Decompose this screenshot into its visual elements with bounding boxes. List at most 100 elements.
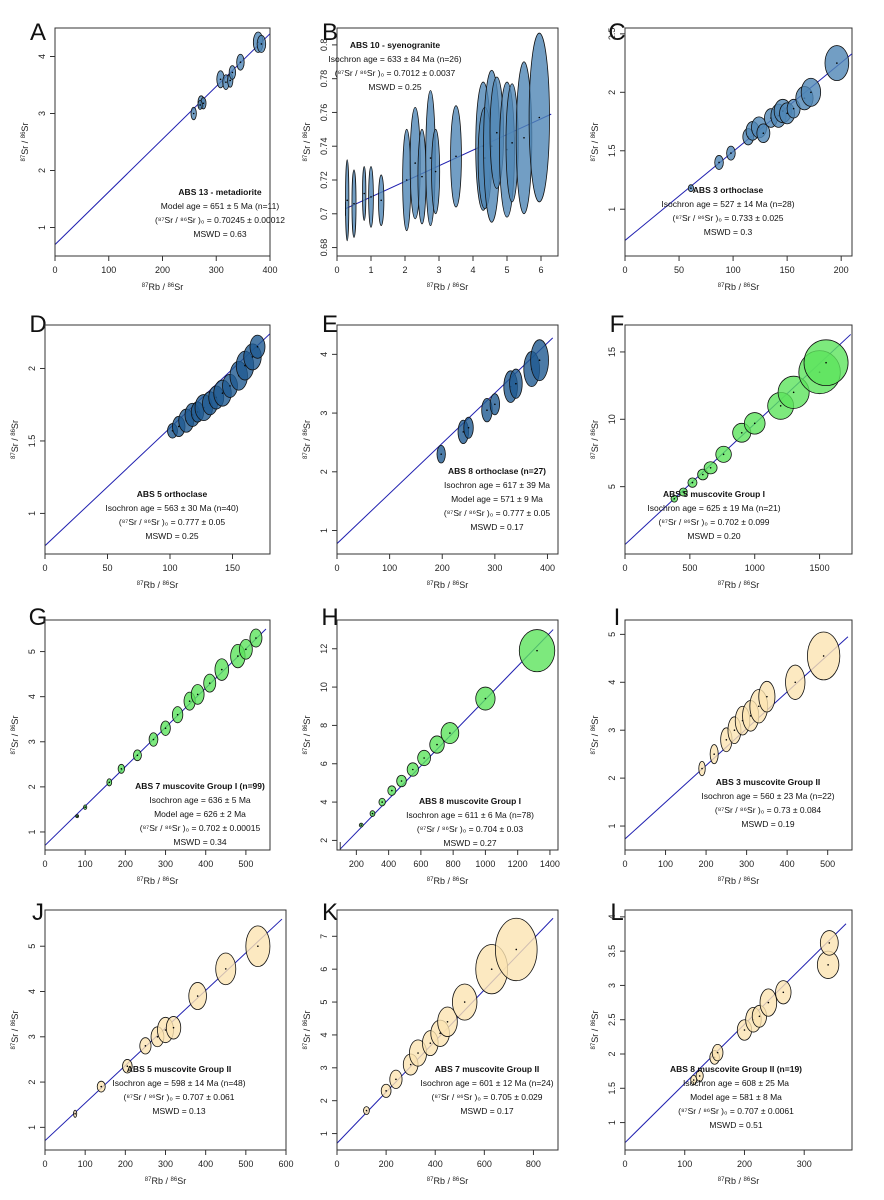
y-tick-label: 2 xyxy=(27,366,37,371)
y-tick-label: 5 xyxy=(607,484,617,489)
data-point xyxy=(220,668,223,671)
x-tick-label: 0 xyxy=(622,563,627,573)
y-tick-label: 4 xyxy=(319,800,329,805)
data-point xyxy=(429,1042,432,1044)
x-tick-label: 400 xyxy=(262,265,277,275)
annotation-line: MSWD = 0.34 xyxy=(173,837,226,847)
annotation-line: Isochron age = 608 ± 25 Ma xyxy=(683,1078,789,1088)
x-axis-label: 87Rb / 86Sr xyxy=(427,876,468,886)
annotation-line: MSWD = 0.3 xyxy=(704,227,753,237)
y-tick-label: 4 xyxy=(27,989,37,994)
panel-L: L 0 100 200 300 1 1.5 2 2.5 3 3.5 4 87Rb / 86Sr 87Sr … xyxy=(590,899,853,1186)
annotation-line: Isochron age = 527 ± 14 Ma (n=28) xyxy=(661,199,794,209)
y-tick-label: 1 xyxy=(27,829,37,834)
y-tick-label: 1 xyxy=(319,528,329,533)
annotation-block: ABS 5 muscovite Group I Isochron age = 62… xyxy=(647,489,780,541)
y-tick-label: 0.68 xyxy=(319,239,329,257)
panel-label: K xyxy=(322,899,338,926)
annotation-line: MSWD = 0.63 xyxy=(193,229,246,239)
panel-G: G 0 100 200 300 400 500 1 2 3 4 5 87Rb / 86Sr 87Sr / … xyxy=(10,604,271,886)
y-axis-label: 87Sr / 86Sr xyxy=(10,716,20,755)
y-tick-label: 0.76 xyxy=(319,104,329,122)
x-tick-label: 200 xyxy=(118,1159,133,1169)
plot-area xyxy=(45,918,283,1148)
y-tick-label: 1.5 xyxy=(607,145,617,158)
x-tick-label: 500 xyxy=(238,1159,253,1169)
x-tick-label: 4 xyxy=(470,265,475,275)
annotation-line: (⁸⁷Sr / ⁸⁶Sr )₀ = 0.7012 ± 0.0037 xyxy=(335,68,456,78)
panel-H: H 200 400 600 800 1000 1200 1400 2 4 6 8 10 12 87Rb / … xyxy=(302,604,560,886)
y-tick-label: 2 xyxy=(607,90,617,95)
data-point xyxy=(690,187,692,189)
y-tick-label: 1 xyxy=(37,225,47,230)
data-point xyxy=(381,801,383,803)
sample-title: ABS 5 muscovite Group II xyxy=(127,1064,231,1074)
x-tick-label: 1400 xyxy=(540,859,560,869)
data-point xyxy=(199,104,201,106)
plot-frame xyxy=(336,27,559,257)
x-tick-label: 1200 xyxy=(508,859,528,869)
data-point xyxy=(794,681,797,684)
x-tick-label: 100 xyxy=(382,563,397,573)
x-tick-label: 300 xyxy=(209,265,224,275)
data-point xyxy=(515,382,517,385)
y-tick-label: 2 xyxy=(319,838,329,843)
x-tick-label: 1000 xyxy=(475,859,495,869)
annotation-block: ABS 8 muscovite Group II (n=19) Isochron … xyxy=(670,1064,802,1130)
annotation-line: MSWD = 0.25 xyxy=(145,531,198,541)
x-tick-label: 1500 xyxy=(810,563,830,573)
sample-title: ABS 8 muscovite Group II (n=19) xyxy=(670,1064,802,1074)
y-tick-label: 0.7 xyxy=(319,208,329,221)
data-point xyxy=(196,995,199,997)
data-point xyxy=(446,1020,449,1023)
panel-F: F 0 500 1000 1500 5 10 15 87Rb / 86Sr 87Sr / 86Sr… xyxy=(590,311,853,590)
y-axis-label: 87Sr / 86Sr xyxy=(590,420,600,459)
data-point xyxy=(757,705,760,708)
annotation-line: MSWD = 0.27 xyxy=(443,838,496,848)
annotation-block: ABS 8 orthoclase (n=27) Isochron age = 61… xyxy=(444,466,551,532)
y-tick-label: 12 xyxy=(319,644,329,654)
data-point xyxy=(395,1078,397,1081)
data-point xyxy=(237,655,239,657)
x-tick-label: 1 xyxy=(368,265,373,275)
x-tick-label: 300 xyxy=(158,859,173,869)
data-point xyxy=(231,71,234,74)
data-point xyxy=(108,781,111,784)
data-point xyxy=(421,175,423,178)
y-tick-label: 2 xyxy=(319,469,329,474)
data-point xyxy=(725,738,728,741)
panel-D: D 0 50 100 150 1 1.5 2 87Rb / 86Sr 87Sr / 86Sr ABS… xyxy=(10,311,271,590)
x-axis-label: 87Rb / 86Sr xyxy=(427,580,468,590)
data-point xyxy=(827,964,829,966)
x-tick-label: 6 xyxy=(538,265,543,275)
data-point xyxy=(164,1029,167,1031)
plot-frame xyxy=(624,27,853,257)
x-tick-label: 400 xyxy=(428,1159,443,1169)
x-tick-label: 1000 xyxy=(745,563,765,573)
y-axis-label: 87Sr / 86Sr xyxy=(590,123,600,162)
annotation-line: MSWD = 0.17 xyxy=(470,522,523,532)
x-axis-label: 87Rb / 86Sr xyxy=(137,876,178,886)
data-point xyxy=(762,132,765,135)
data-point xyxy=(429,157,432,159)
x-tick-label: 150 xyxy=(225,563,240,573)
annotation-block: ABS 5 muscovite Group II Isochron age = 5… xyxy=(112,1064,245,1116)
data-point xyxy=(385,1090,387,1092)
y-axis-label: 87Sr / 86Sr xyxy=(302,420,312,459)
data-point xyxy=(467,426,470,429)
y-tick-label: 4 xyxy=(319,1032,329,1037)
y-tick-label: 2.5 xyxy=(607,1013,617,1026)
data-point xyxy=(538,116,541,119)
data-point xyxy=(229,79,232,82)
x-tick-label: 500 xyxy=(820,859,835,869)
data-point xyxy=(76,815,78,817)
data-point xyxy=(256,345,259,348)
data-point xyxy=(494,403,496,406)
y-tick-label: 1 xyxy=(27,511,37,516)
x-tick-label: 600 xyxy=(278,1159,293,1169)
data-point xyxy=(713,753,715,755)
data-point xyxy=(449,732,451,734)
y-tick-label: 15 xyxy=(607,347,617,357)
y-tick-label: 4 xyxy=(607,680,617,685)
y-tick-label: 1 xyxy=(27,1125,37,1130)
